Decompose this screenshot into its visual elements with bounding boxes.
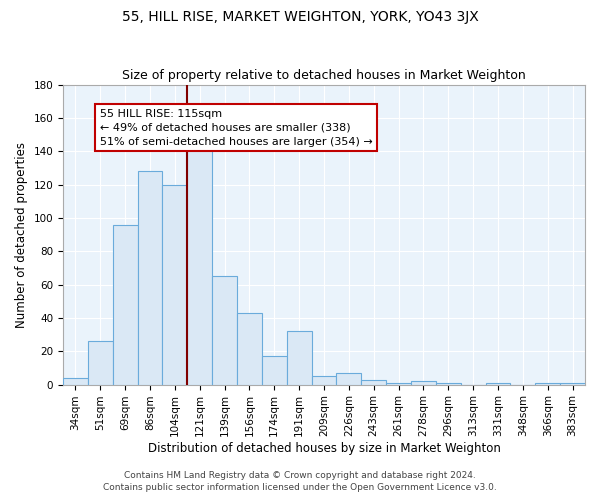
Bar [88,342,113,384]
Bar [63,378,88,384]
Bar [212,276,237,384]
Bar [535,383,560,384]
Bar [411,382,436,384]
X-axis label: Distribution of detached houses by size in Market Weighton: Distribution of detached houses by size … [148,442,500,455]
Bar [113,224,137,384]
Bar [137,171,163,384]
Bar [163,184,187,384]
Bar [287,332,311,384]
Text: 55, HILL RISE, MARKET WEIGHTON, YORK, YO43 3JX: 55, HILL RISE, MARKET WEIGHTON, YORK, YO… [122,10,478,24]
Title: Size of property relative to detached houses in Market Weighton: Size of property relative to detached ho… [122,69,526,82]
Bar [485,383,511,384]
Bar [337,373,361,384]
Bar [361,380,386,384]
Bar [262,356,287,384]
Bar [560,383,585,384]
Bar [187,134,212,384]
Y-axis label: Number of detached properties: Number of detached properties [15,142,28,328]
Bar [237,313,262,384]
Text: Contains HM Land Registry data © Crown copyright and database right 2024.
Contai: Contains HM Land Registry data © Crown c… [103,471,497,492]
Bar [436,383,461,384]
Text: 55 HILL RISE: 115sqm
← 49% of detached houses are smaller (338)
51% of semi-deta: 55 HILL RISE: 115sqm ← 49% of detached h… [100,108,373,146]
Bar [311,376,337,384]
Bar [386,383,411,384]
